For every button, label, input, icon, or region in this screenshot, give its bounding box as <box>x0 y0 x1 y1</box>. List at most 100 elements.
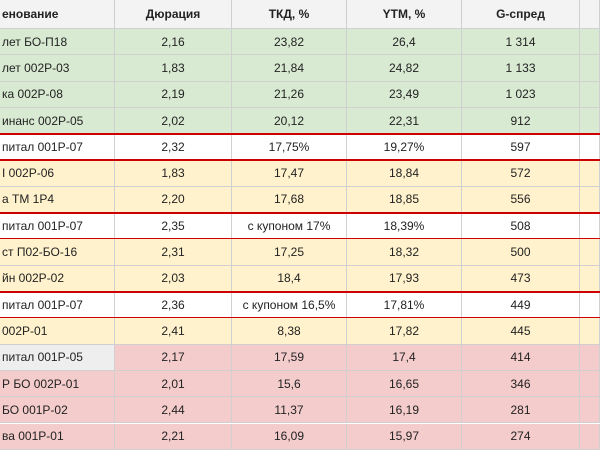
table-cell: 449 <box>462 292 580 319</box>
table-cell: 2,17 <box>115 344 232 371</box>
bond-name: йн 002Р-02 <box>0 265 115 292</box>
table-cell <box>580 29 600 56</box>
table-cell: 15,6 <box>232 370 347 398</box>
table-cell: 1 314 <box>462 29 580 56</box>
table-cell <box>580 81 600 108</box>
column-header: енование <box>0 0 115 29</box>
column-header <box>580 0 600 29</box>
table-cell: 1 023 <box>462 81 580 108</box>
table-cell: 17,25 <box>232 239 347 266</box>
bond-name: ст П02-БО-16 <box>0 239 115 266</box>
table-cell: 508 <box>462 213 580 240</box>
table-cell <box>580 423 600 450</box>
table-cell: 17,75% <box>232 134 347 161</box>
table-cell: 17,82 <box>347 318 462 345</box>
bond-name: питал 001Р-07 <box>0 134 115 161</box>
table-cell <box>580 55 600 82</box>
table-cell <box>580 318 600 345</box>
table-cell: 17,4 <box>347 344 462 371</box>
table-cell: 2,16 <box>115 29 232 56</box>
bond-name: питал 001Р-07 <box>0 292 115 319</box>
bond-name: питал 001Р-07 <box>0 213 115 240</box>
table-cell: 8,38 <box>232 318 347 345</box>
table-cell <box>580 370 600 398</box>
table-cell <box>580 239 600 266</box>
table-cell <box>580 134 600 161</box>
bond-name: ва 001Р-01 <box>0 423 115 450</box>
table-cell <box>580 292 600 319</box>
table-cell <box>580 186 600 214</box>
bond-name: питал 001Р-05 <box>0 344 115 371</box>
table-cell: 16,65 <box>347 370 462 398</box>
column-header: YTM, % <box>347 0 462 29</box>
bond-name: лет 002Р-03 <box>0 55 115 82</box>
table-cell <box>580 213 600 240</box>
table-cell: 2,03 <box>115 265 232 292</box>
table-cell: 2,20 <box>115 186 232 214</box>
table-cell: 19,27% <box>347 134 462 161</box>
table-cell: 1 133 <box>462 55 580 82</box>
table-cell: 2,31 <box>115 239 232 266</box>
table-cell: 17,47 <box>232 160 347 187</box>
table-cell: 500 <box>462 239 580 266</box>
bond-name: инанс 002Р-05 <box>0 107 115 135</box>
table-cell: 556 <box>462 186 580 214</box>
table-cell: 2,01 <box>115 370 232 398</box>
table-cell: 2,41 <box>115 318 232 345</box>
table-cell: 445 <box>462 318 580 345</box>
table-cell: 22,31 <box>347 107 462 135</box>
table-cell <box>580 344 600 371</box>
table-cell: 346 <box>462 370 580 398</box>
table-cell <box>580 107 600 135</box>
column-header: G-спред <box>462 0 580 29</box>
bond-name: БО 001Р-02 <box>0 397 115 424</box>
table-cell: с купоном 17% <box>232 213 347 240</box>
table-cell: 281 <box>462 397 580 424</box>
table-cell: 11,37 <box>232 397 347 424</box>
bond-name: Р БО 002Р-01 <box>0 370 115 398</box>
table-cell: 18,84 <box>347 160 462 187</box>
table-cell: с купоном 16,5% <box>232 292 347 319</box>
table-cell: 15,97 <box>347 423 462 450</box>
bond-name: 002Р-01 <box>0 318 115 345</box>
bond-name: ка 002Р-08 <box>0 81 115 108</box>
column-header: ТКД, % <box>232 0 347 29</box>
table-cell: 2,44 <box>115 397 232 424</box>
table-cell <box>580 160 600 187</box>
table-cell: 1,83 <box>115 55 232 82</box>
table-cell: 17,93 <box>347 265 462 292</box>
table-cell: 912 <box>462 107 580 135</box>
table-cell: 572 <box>462 160 580 187</box>
bond-name: лет БО-П18 <box>0 29 115 56</box>
table-cell: 414 <box>462 344 580 371</box>
bond-name: а ТМ 1Р4 <box>0 186 115 214</box>
table-cell: 17,68 <box>232 186 347 214</box>
table-cell: 1,83 <box>115 160 232 187</box>
table-cell: 17,59 <box>232 344 347 371</box>
bond-name: I 002Р-06 <box>0 160 115 187</box>
table-cell: 17,81% <box>347 292 462 319</box>
column-header: Дюрация <box>115 0 232 29</box>
table-cell: 23,49 <box>347 81 462 108</box>
table-cell: 20,12 <box>232 107 347 135</box>
table-cell: 2,36 <box>115 292 232 319</box>
table-cell: 274 <box>462 423 580 450</box>
table-cell: 18,39% <box>347 213 462 240</box>
table-cell: 2,35 <box>115 213 232 240</box>
table-cell: 18,4 <box>232 265 347 292</box>
table-cell: 24,82 <box>347 55 462 82</box>
table-cell: 473 <box>462 265 580 292</box>
table-cell: 2,32 <box>115 134 232 161</box>
table-cell: 16,19 <box>347 397 462 424</box>
table-cell <box>580 265 600 292</box>
table-cell: 18,32 <box>347 239 462 266</box>
table-cell: 18,85 <box>347 186 462 214</box>
table-cell: 21,26 <box>232 81 347 108</box>
table-cell: 23,82 <box>232 29 347 56</box>
table-cell <box>580 397 600 424</box>
table-cell: 26,4 <box>347 29 462 56</box>
table-cell: 16,09 <box>232 423 347 450</box>
table-cell: 597 <box>462 134 580 161</box>
